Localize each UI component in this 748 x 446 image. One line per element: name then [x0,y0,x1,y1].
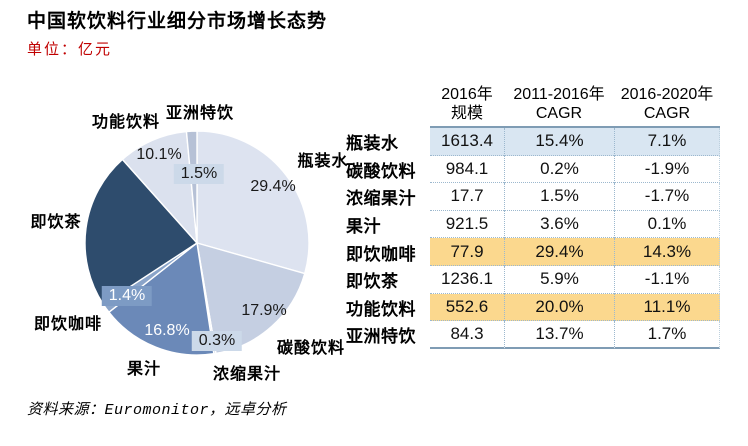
cell-cagr-2011-2016: 3.6% [504,210,614,239]
row-label: 浓缩果汁 [346,189,416,209]
cell-scale: 84.3 [430,321,504,349]
column-header-cagr-2016-2020: 2016-2020年 CAGR [614,82,720,128]
column-header-line: CAGR [643,105,691,122]
pie-category-label: 碳酸饮料 [276,340,346,357]
pie-category-label: 瓶装水 [297,153,349,170]
cell-cagr-2016-2020: 0.1% [614,210,720,239]
column-header-line: 2011-2016年 [513,86,605,103]
pie-slice-碳酸饮料 [196,242,306,355]
pie-category-label: 亚洲特饮 [165,105,235,122]
page-title: 中国软饮料行业细分市场增长态势 [27,11,328,32]
row-label: 亚洲特饮 [346,327,416,347]
row-label: 功能饮料 [346,299,416,319]
cell-cagr-2016-2020: -1.7% [614,183,720,211]
cell-scale: 552.6 [430,293,504,322]
pie-percent-label: 1.5% [173,164,225,184]
cell-cagr-2016-2020: -1.1% [614,265,720,294]
pie-slice-瓶装水 [196,130,310,275]
cell-cagr-2016-2020: -1.9% [614,155,720,184]
cell-scale: 17.7 [430,183,504,211]
growth-table: 2016年 规模 2011-2016年 CAGR 2016-2020年 CAGR… [346,82,720,349]
cell-cagr-2011-2016: 15.4% [504,128,614,156]
cell-scale: 984.1 [430,156,504,184]
column-header-scale: 2016年 规模 [430,82,504,128]
pie-category-label: 果汁 [126,361,162,378]
cell-cagr-2011-2016: 13.7% [504,321,614,349]
column-header-line: 2016-2020年 [620,86,714,103]
row-label: 即饮咖啡 [346,244,416,264]
pie-percent-label: 29.4% [250,178,296,195]
pie-slice-功能饮料 [121,130,198,244]
row-label: 果汁 [346,217,381,237]
pie-category-label: 功能饮料 [91,114,161,131]
pie-category-label: 即饮咖啡 [33,316,103,333]
row-label: 瓶装水 [346,134,399,154]
cell-cagr-2011-2016: 20.0% [504,293,614,322]
pie-chart [84,130,310,356]
pie-slice-果汁 [108,242,215,356]
pie-slice-亚洲特饮 [185,130,198,244]
pie-category-label: 浓缩果汁 [212,366,282,383]
cell-scale: 1613.4 [430,128,504,156]
cell-scale: 1236.1 [430,266,504,294]
cell-cagr-2016-2020: 14.3% [614,238,720,266]
cell-scale: 921.5 [430,211,504,239]
cell-cagr-2011-2016: 29.4% [504,238,614,266]
data-source: 资料来源：Euromonitor，远卓分析 [27,402,287,419]
cell-cagr-2011-2016: 1.5% [504,183,614,211]
row-label: 碳酸饮料 [346,161,416,181]
pie-percent-label: 0.3% [191,331,243,351]
pie-percent-label: 16.8% [144,322,190,339]
pie-percent-label: 10.1% [136,146,182,163]
column-header-line: CAGR [535,105,583,122]
column-header-cagr-2011-2016: 2011-2016年 CAGR [504,82,614,128]
cell-scale: 77.9 [430,238,504,266]
cell-cagr-2011-2016: 0.2% [504,155,614,184]
cell-cagr-2016-2020: 11.1% [614,293,720,322]
column-header-line: 规模 [450,105,483,122]
pie-percent-label: 17.9% [241,302,287,319]
column-header-line: 2016年 [441,86,493,103]
pie-percent-label: 1.4% [101,286,153,306]
table-corner [346,82,430,128]
pie-slice-即饮茶 [84,158,198,305]
cell-cagr-2016-2020: 7.1% [614,128,720,156]
pie-category-label: 即饮茶 [30,214,82,231]
row-label: 即饮茶 [346,272,399,292]
cell-cagr-2011-2016: 5.9% [504,265,614,294]
unit-label: 单位：亿元 [27,42,113,58]
cell-cagr-2016-2020: 1.7% [614,321,720,349]
